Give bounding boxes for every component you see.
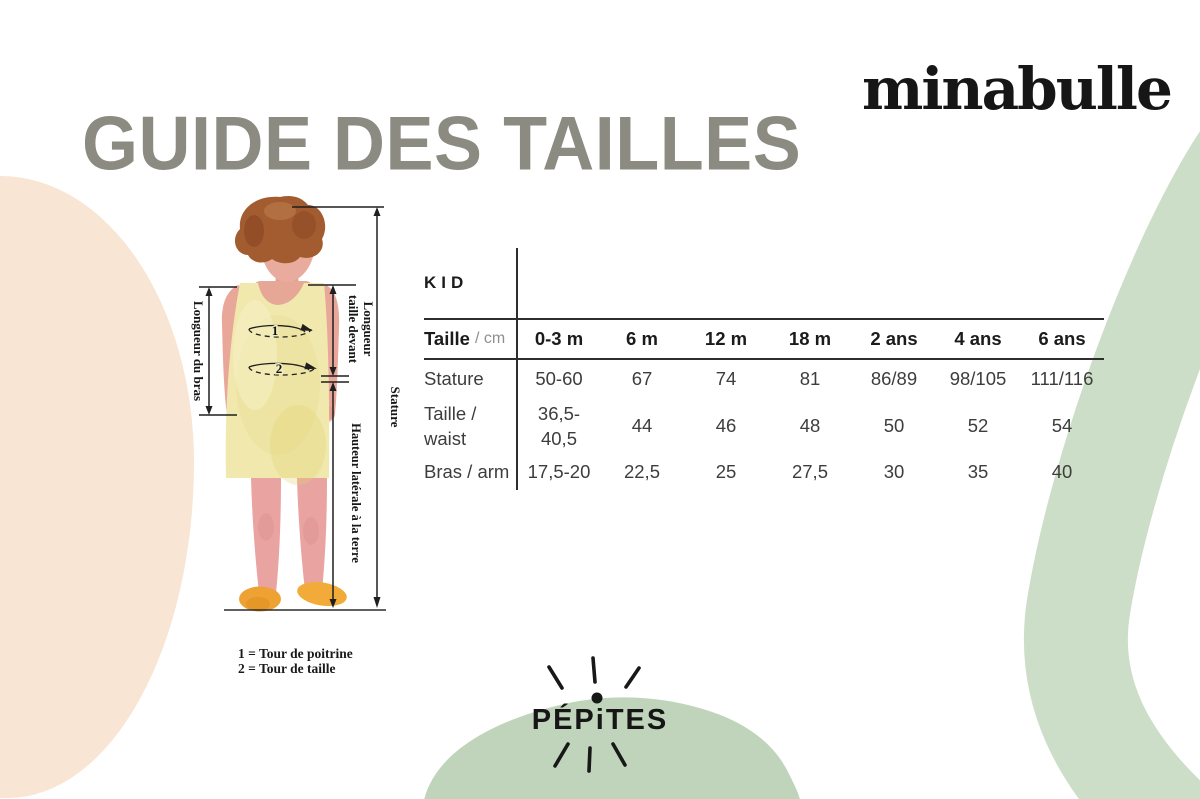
figure-legend: 1 = Tour de poitrine 2 = Tour de taille (238, 646, 353, 676)
table-cell: 74 (684, 358, 768, 398)
child-dress (225, 283, 330, 485)
column-header-2: 12 m (684, 318, 768, 358)
legend-line-chest: 1 = Tour de poitrine (238, 646, 353, 661)
chest-marker-number: 1 (272, 323, 279, 338)
column-header-3: 18 m (768, 318, 852, 358)
table-cell: 17,5-20 (516, 455, 600, 490)
child-shoes (239, 581, 347, 612)
child-head (234, 195, 326, 283)
green-arc-brushstroke (1023, 131, 1200, 799)
table-cell: 50 (883, 415, 905, 437)
measure-label-front-waist-line2: taille devant (346, 295, 361, 364)
column-header-6: 6 ans (1020, 318, 1104, 358)
table-cell: 111/116 (1020, 358, 1104, 398)
child-legs (251, 478, 327, 593)
column-header-1: 6 m (600, 318, 684, 358)
table-cell: 54 (1051, 415, 1073, 437)
column-header-4: 2 ans (852, 318, 936, 358)
waist-girth-ellipse (248, 362, 317, 376)
table-cell: 98/105 (936, 358, 1020, 398)
table-cell: 35 (967, 461, 989, 483)
table-cell: 81 (768, 358, 852, 398)
table-cell: 86/89 (852, 358, 936, 398)
row-label-arm: Bras / arm (424, 461, 510, 483)
table-cell: 67 (600, 358, 684, 398)
pepites-wordmark: PÉPiTES (531, 704, 669, 736)
table-cell: 52 (967, 415, 989, 437)
page-title: GUIDE DES TAILLES (82, 101, 802, 187)
measure-label-front-waist-line1: Longueur (361, 302, 376, 357)
pepites-logo: PÉPiTES (500, 652, 700, 799)
row-label-stature: Stature (424, 358, 516, 398)
child-illustration: 1 2 Longueur du bras Longueur taille dev… (191, 195, 400, 612)
table-header-taille: Taille / cm (424, 318, 516, 358)
measure-label-side-height: Hauteur latérale à la terre (349, 423, 363, 563)
green-watercolor-blob (424, 697, 800, 799)
brand-logo: minabulle (862, 55, 1173, 123)
table-cell: 36,5-40,5 (516, 398, 600, 455)
table-section-spacer (516, 248, 1104, 318)
table-cell: 48 (799, 415, 821, 437)
size-table: KID Taille / cm 0-3 m 6 m 12 m 18 m 2 an… (424, 248, 1104, 490)
measure-label-arm-length: Longueur du bras (191, 301, 206, 401)
table-cell: 46 (715, 415, 737, 437)
column-header-0: 0-3 m (516, 318, 600, 358)
table-cell: 50-60 (516, 358, 600, 398)
table-cell: 27,5 (791, 461, 828, 483)
measurement-arrows (199, 206, 384, 608)
pepites-dot (591, 692, 603, 704)
table-header-taille-unit: / cm (474, 329, 506, 347)
table-cell: 22,5 (623, 461, 660, 483)
row-label-waist: Taille / waist (424, 403, 477, 449)
table-cell: 40 (1051, 461, 1073, 483)
table-cell: 30 (883, 461, 905, 483)
pepites-sparkle-rays (547, 656, 641, 773)
table-section-label: KID (424, 272, 469, 292)
table-header-taille-bold: Taille (424, 327, 470, 349)
chest-girth-ellipse (248, 323, 313, 338)
legend-line-waist: 2 = Tour de taille (238, 661, 336, 676)
table-cell: 25 (715, 461, 737, 483)
waist-marker-number: 2 (276, 361, 283, 376)
table-cell: 44 (631, 415, 653, 437)
column-header-5: 4 ans (936, 318, 1020, 358)
measure-label-stature: Stature (388, 387, 400, 428)
